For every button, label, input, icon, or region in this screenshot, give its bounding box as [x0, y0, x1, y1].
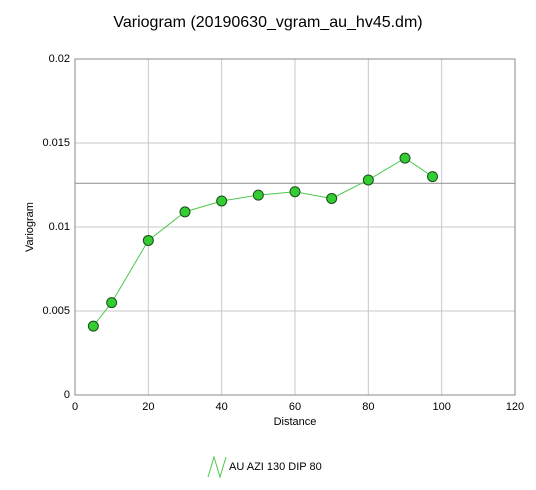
legend-icon — [207, 455, 227, 479]
data-point — [252, 189, 264, 201]
data-point — [106, 297, 118, 309]
data-point — [399, 152, 411, 164]
y-axis-label: Variogram — [24, 202, 36, 252]
x-tick-label: 20 — [142, 401, 154, 413]
x-tick-label: 40 — [216, 401, 228, 413]
data-point — [289, 186, 301, 198]
data-point — [179, 206, 191, 218]
data-point — [427, 171, 438, 183]
y-tick-label: 0.015 — [42, 137, 70, 149]
x-tick-label: 60 — [289, 401, 301, 413]
data-point — [362, 174, 374, 186]
y-tick-label: 0.02 — [49, 53, 70, 65]
x-tick-label: 0 — [72, 401, 78, 413]
x-tick-label: 120 — [506, 401, 524, 413]
legend-label: AU AZI 130 DIP 80 — [229, 461, 322, 473]
y-tick-label: 0 — [64, 389, 70, 401]
data-point — [142, 234, 154, 246]
data-point — [326, 192, 338, 204]
x-axis-label: Distance — [274, 416, 317, 428]
chart-title: Variogram (20190630_vgram_au_hv45.dm) — [113, 14, 422, 31]
plot-border — [74, 58, 516, 396]
y-tick-label: 0.005 — [42, 305, 70, 317]
data-point — [216, 195, 228, 207]
x-tick-label: 100 — [432, 401, 450, 413]
data-point — [87, 320, 99, 332]
x-tick-label: 80 — [362, 401, 374, 413]
y-tick-label: 0.01 — [49, 221, 70, 233]
